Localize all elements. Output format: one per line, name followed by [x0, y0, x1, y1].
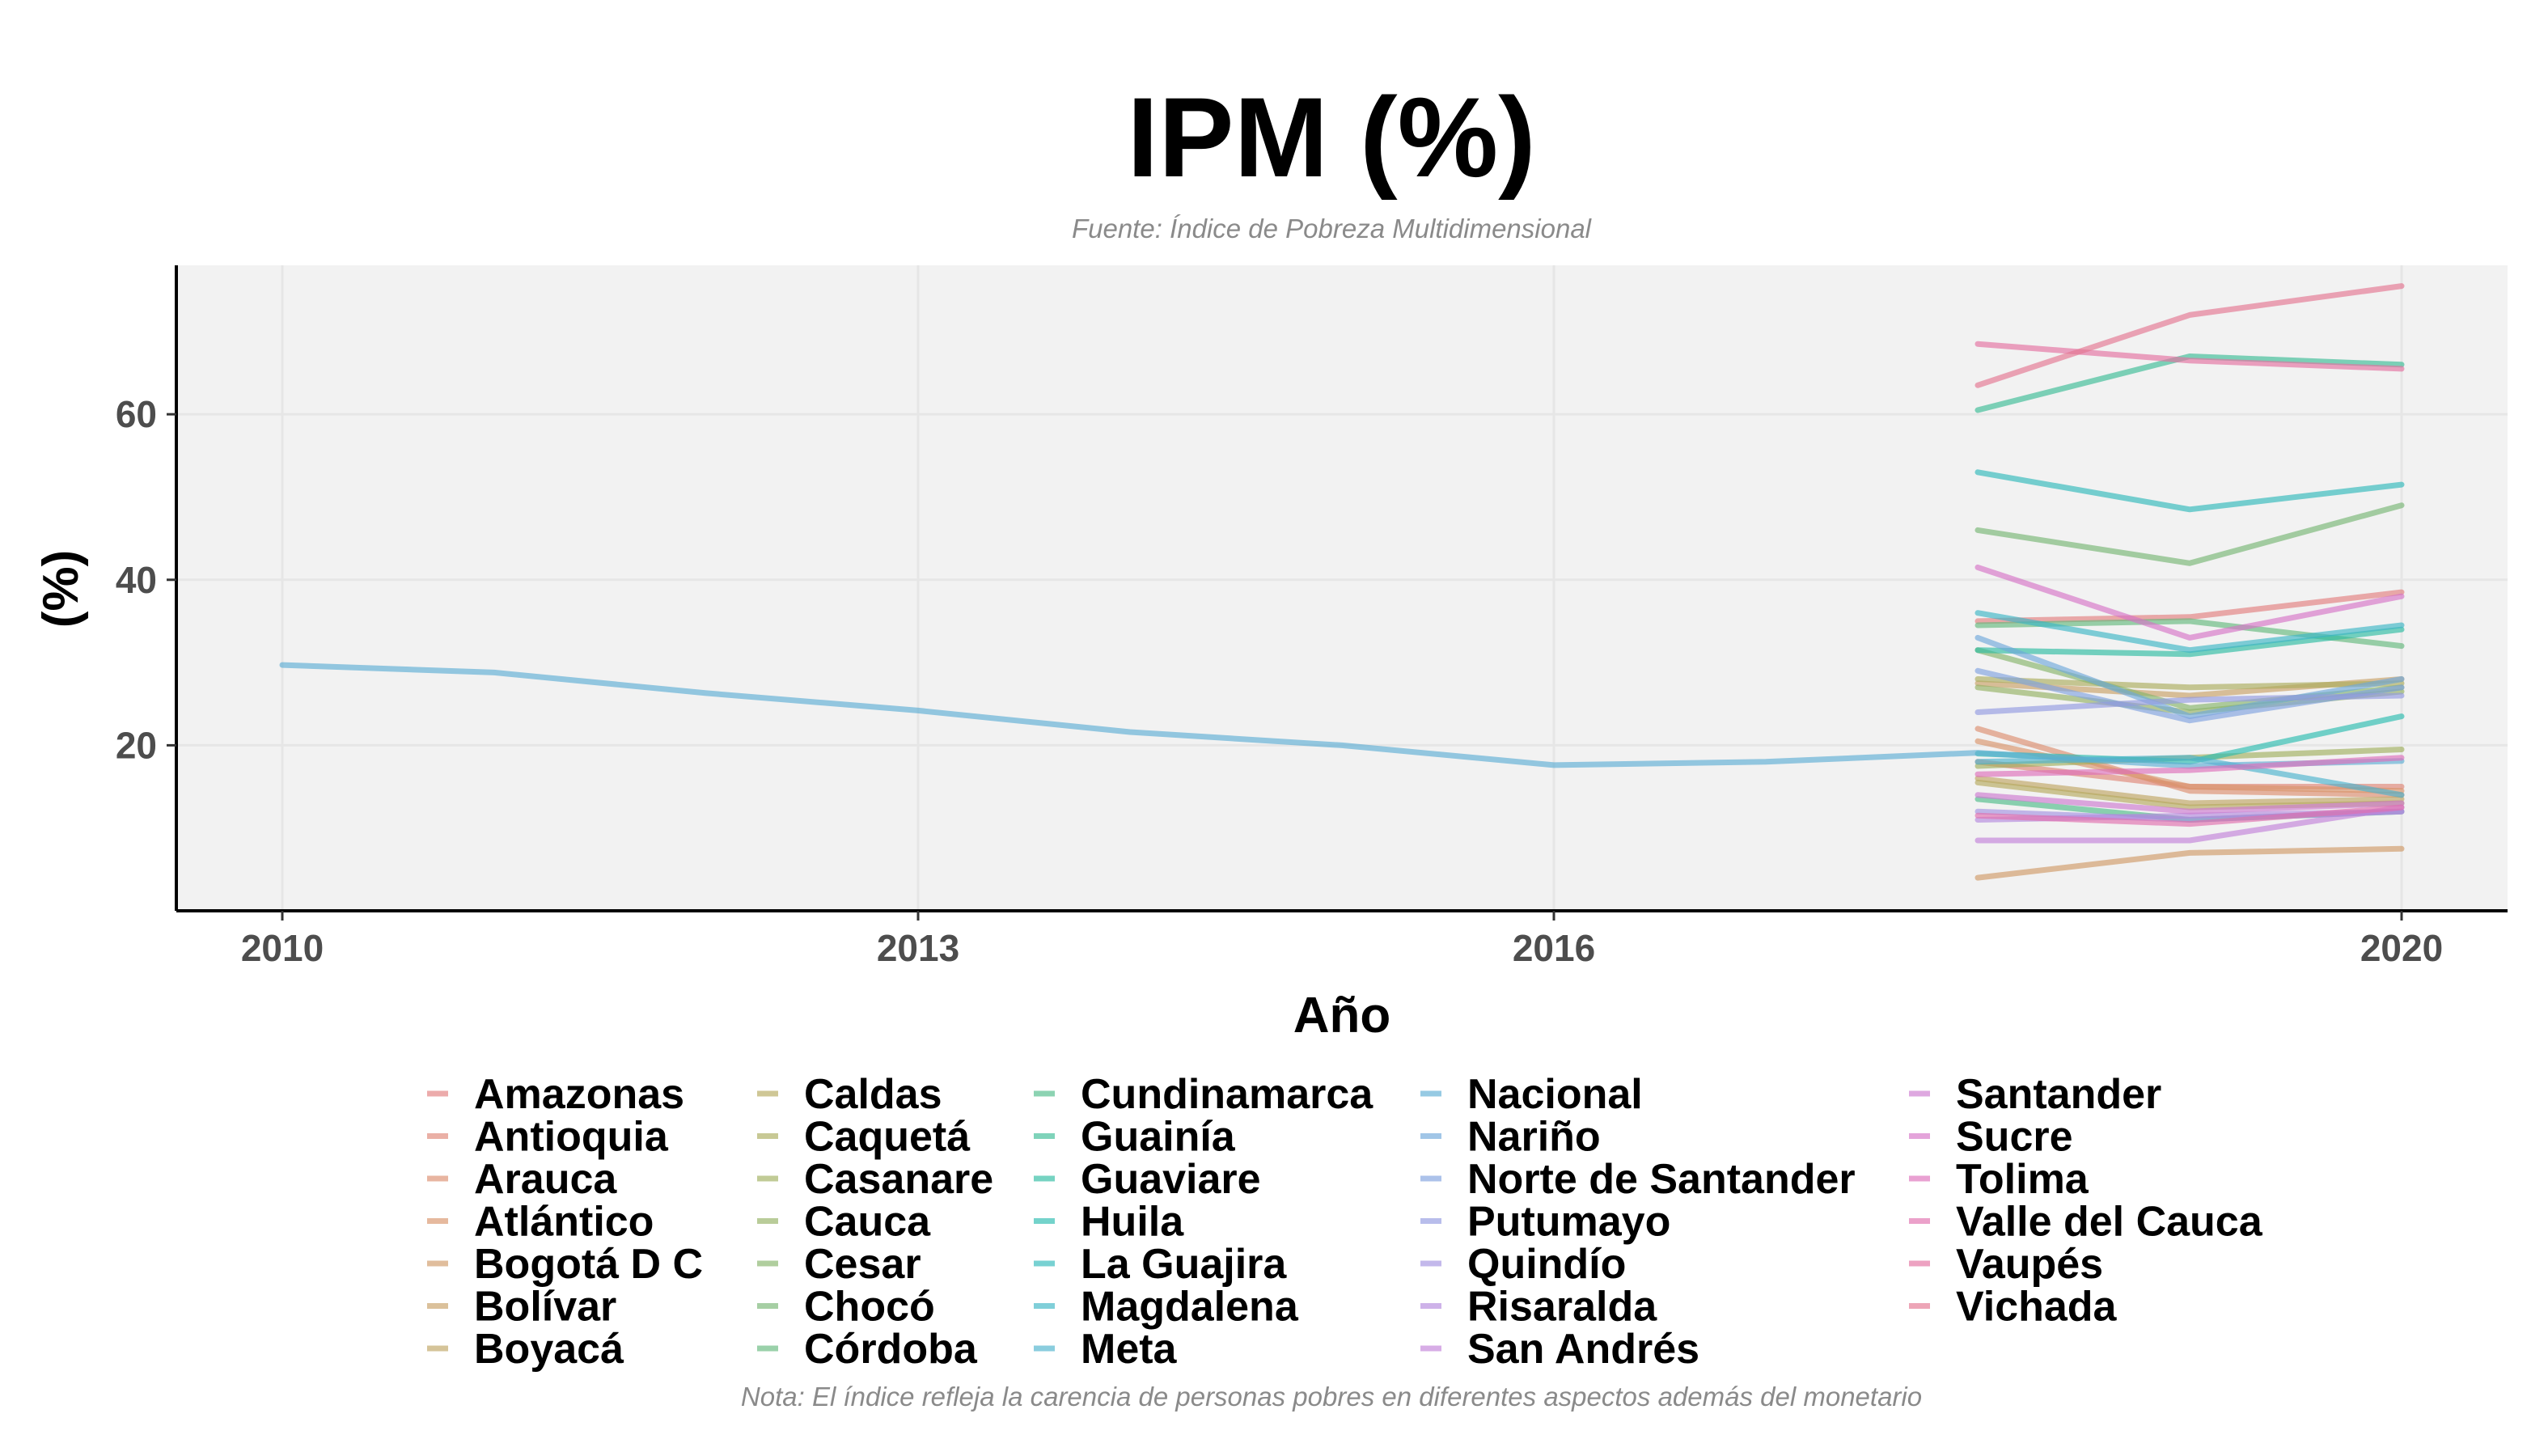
legend-label: Casanare [804, 1156, 993, 1203]
legend-label: Santander [1956, 1071, 2161, 1118]
series-line-vaup-s [1974, 341, 2405, 372]
legend-label: Antioquia [474, 1114, 669, 1161]
series-line-boyac- [1974, 775, 2405, 806]
series-line-san-andr-s [1974, 804, 2405, 844]
series-line-meta [1974, 755, 2405, 798]
legend-label: Cesar [804, 1241, 921, 1288]
y-tick-label: 60 [116, 393, 157, 435]
grid-lines [176, 265, 2508, 911]
x-tick-label: 2016 [1513, 927, 1595, 969]
legend-label: Nariño [1467, 1114, 1601, 1161]
legend-label: Cauca [804, 1199, 931, 1246]
series-line-magdalena [1974, 610, 2405, 654]
legend-label: Huila [1081, 1199, 1184, 1246]
legend-label: Caldas [804, 1071, 942, 1118]
y-axis-ticks: 20 40 60 [116, 393, 176, 766]
legend-label: Vichada [1956, 1284, 2118, 1331]
series-line-guain-a [1974, 353, 2405, 413]
series-line-vichada [1974, 283, 2405, 388]
x-axis-ticks: 2010 2013 2016 2020 [241, 911, 2443, 969]
legend-label: Bogotá D C [474, 1241, 703, 1288]
series-line-sucre [1974, 564, 2405, 641]
legend-label: Caquetá [804, 1114, 971, 1161]
legend-label: Norte de Santander [1467, 1156, 1856, 1203]
legend-label: Putumayo [1467, 1199, 1670, 1246]
y-tick-label: 40 [116, 559, 157, 601]
series-line-choc- [1974, 502, 2405, 566]
series-line-amazonas [1974, 589, 2405, 624]
y-tick-label: 20 [116, 724, 157, 766]
legend-label: Arauca [474, 1156, 617, 1203]
legend-label: Boyacá [474, 1326, 624, 1373]
series-line-arauca [1974, 726, 2405, 798]
series-line-santander [1974, 792, 2405, 815]
legend-label: Quindío [1467, 1241, 1626, 1288]
chart-title: IPM (%) [1127, 74, 1536, 201]
legend-label: Atlántico [474, 1199, 654, 1246]
series-line-guaviare [1974, 626, 2405, 658]
legend-label: Tolima [1956, 1156, 2089, 1203]
legend-label: Chocó [804, 1284, 935, 1331]
x-axis-title: Año [1293, 988, 1391, 1043]
series-line-valle-del-cauca [1974, 804, 2405, 827]
legend-label: Cundinamarca [1081, 1071, 1373, 1118]
x-tick-label: 2020 [2360, 927, 2443, 969]
legend-label: Amazonas [474, 1071, 684, 1118]
series-line-la-guajira [1974, 469, 2405, 513]
y-axis-title: (%) [33, 550, 89, 628]
series-line-nari-o [1974, 634, 2405, 720]
legend-label: Sucre [1956, 1114, 2073, 1161]
legend-label: Guaviare [1081, 1156, 1261, 1203]
legend-label: Bolívar [474, 1284, 616, 1331]
series-line-tolima [1974, 755, 2405, 777]
series-line-putumayo [1974, 692, 2405, 715]
series-line-nacional [279, 662, 2405, 769]
legend-label: Meta [1081, 1326, 1178, 1373]
series-lines [279, 283, 2405, 881]
legend-label: Valle del Cauca [1956, 1199, 2263, 1246]
chart-caption: Nota: El índice refleja la carencia de p… [741, 1382, 1922, 1412]
legend-label: Risaralda [1467, 1284, 1657, 1331]
legend-label: Nacional [1467, 1071, 1643, 1118]
legend-label: Córdoba [804, 1326, 978, 1373]
legend-label: Magdalena [1081, 1284, 1299, 1331]
x-tick-label: 2013 [877, 927, 959, 969]
x-tick-label: 2010 [241, 927, 324, 969]
chart-subtitle: Fuente: Índice de Pobreza Multidimension… [1072, 214, 1593, 243]
legend-label: Vaupés [1956, 1241, 2103, 1288]
series-line-bogot-d-c [1974, 845, 2405, 881]
legend-label: Guainía [1081, 1114, 1236, 1161]
legend-label: San Andrés [1467, 1326, 1699, 1373]
legend-label: La Guajira [1081, 1241, 1287, 1288]
series-line-caquet- [1974, 676, 2405, 691]
